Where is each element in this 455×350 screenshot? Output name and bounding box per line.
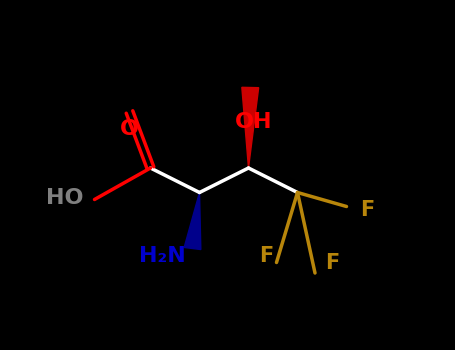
Text: O: O: [120, 119, 139, 139]
Polygon shape: [184, 193, 201, 250]
Text: F: F: [325, 253, 339, 273]
Polygon shape: [242, 87, 258, 168]
Text: F: F: [259, 246, 273, 266]
Text: HO: HO: [46, 188, 84, 208]
Text: OH: OH: [235, 112, 273, 132]
Text: F: F: [360, 200, 375, 220]
Text: H₂N: H₂N: [139, 245, 186, 266]
